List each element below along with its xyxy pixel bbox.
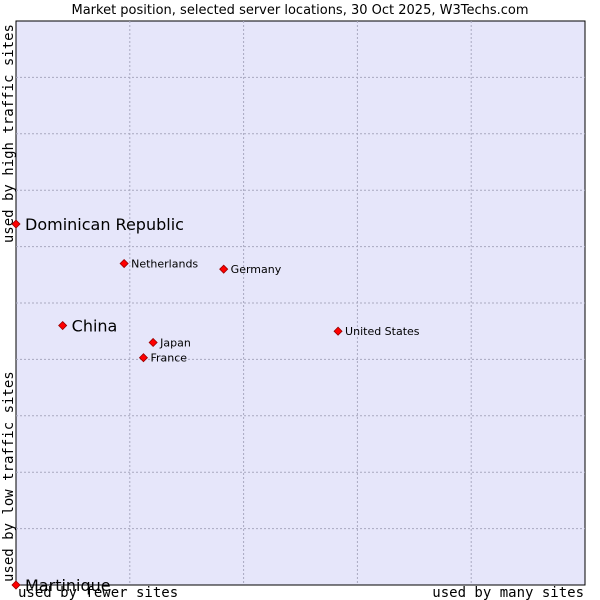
point-label-united-states: United States [345,325,420,338]
point-label-martinique: Martinique [25,576,111,595]
point-label-germany: Germany [231,263,282,276]
y-axis-label-low: used by low traffic sites [1,371,17,582]
chart-title: Market position, selected server locatio… [71,3,528,18]
point-label-japan: Japan [159,336,191,349]
market-position-chart: Market position, selected server locatio… [0,0,600,600]
point-label-china: China [72,317,118,336]
point-label-france: France [150,352,187,365]
y-axis-label-high: used by high traffic sites [1,24,17,243]
point-label-dominican-republic: Dominican Republic [25,215,184,234]
x-axis-label-high: used by many sites [432,585,584,600]
point-label-netherlands: Netherlands [131,258,198,271]
